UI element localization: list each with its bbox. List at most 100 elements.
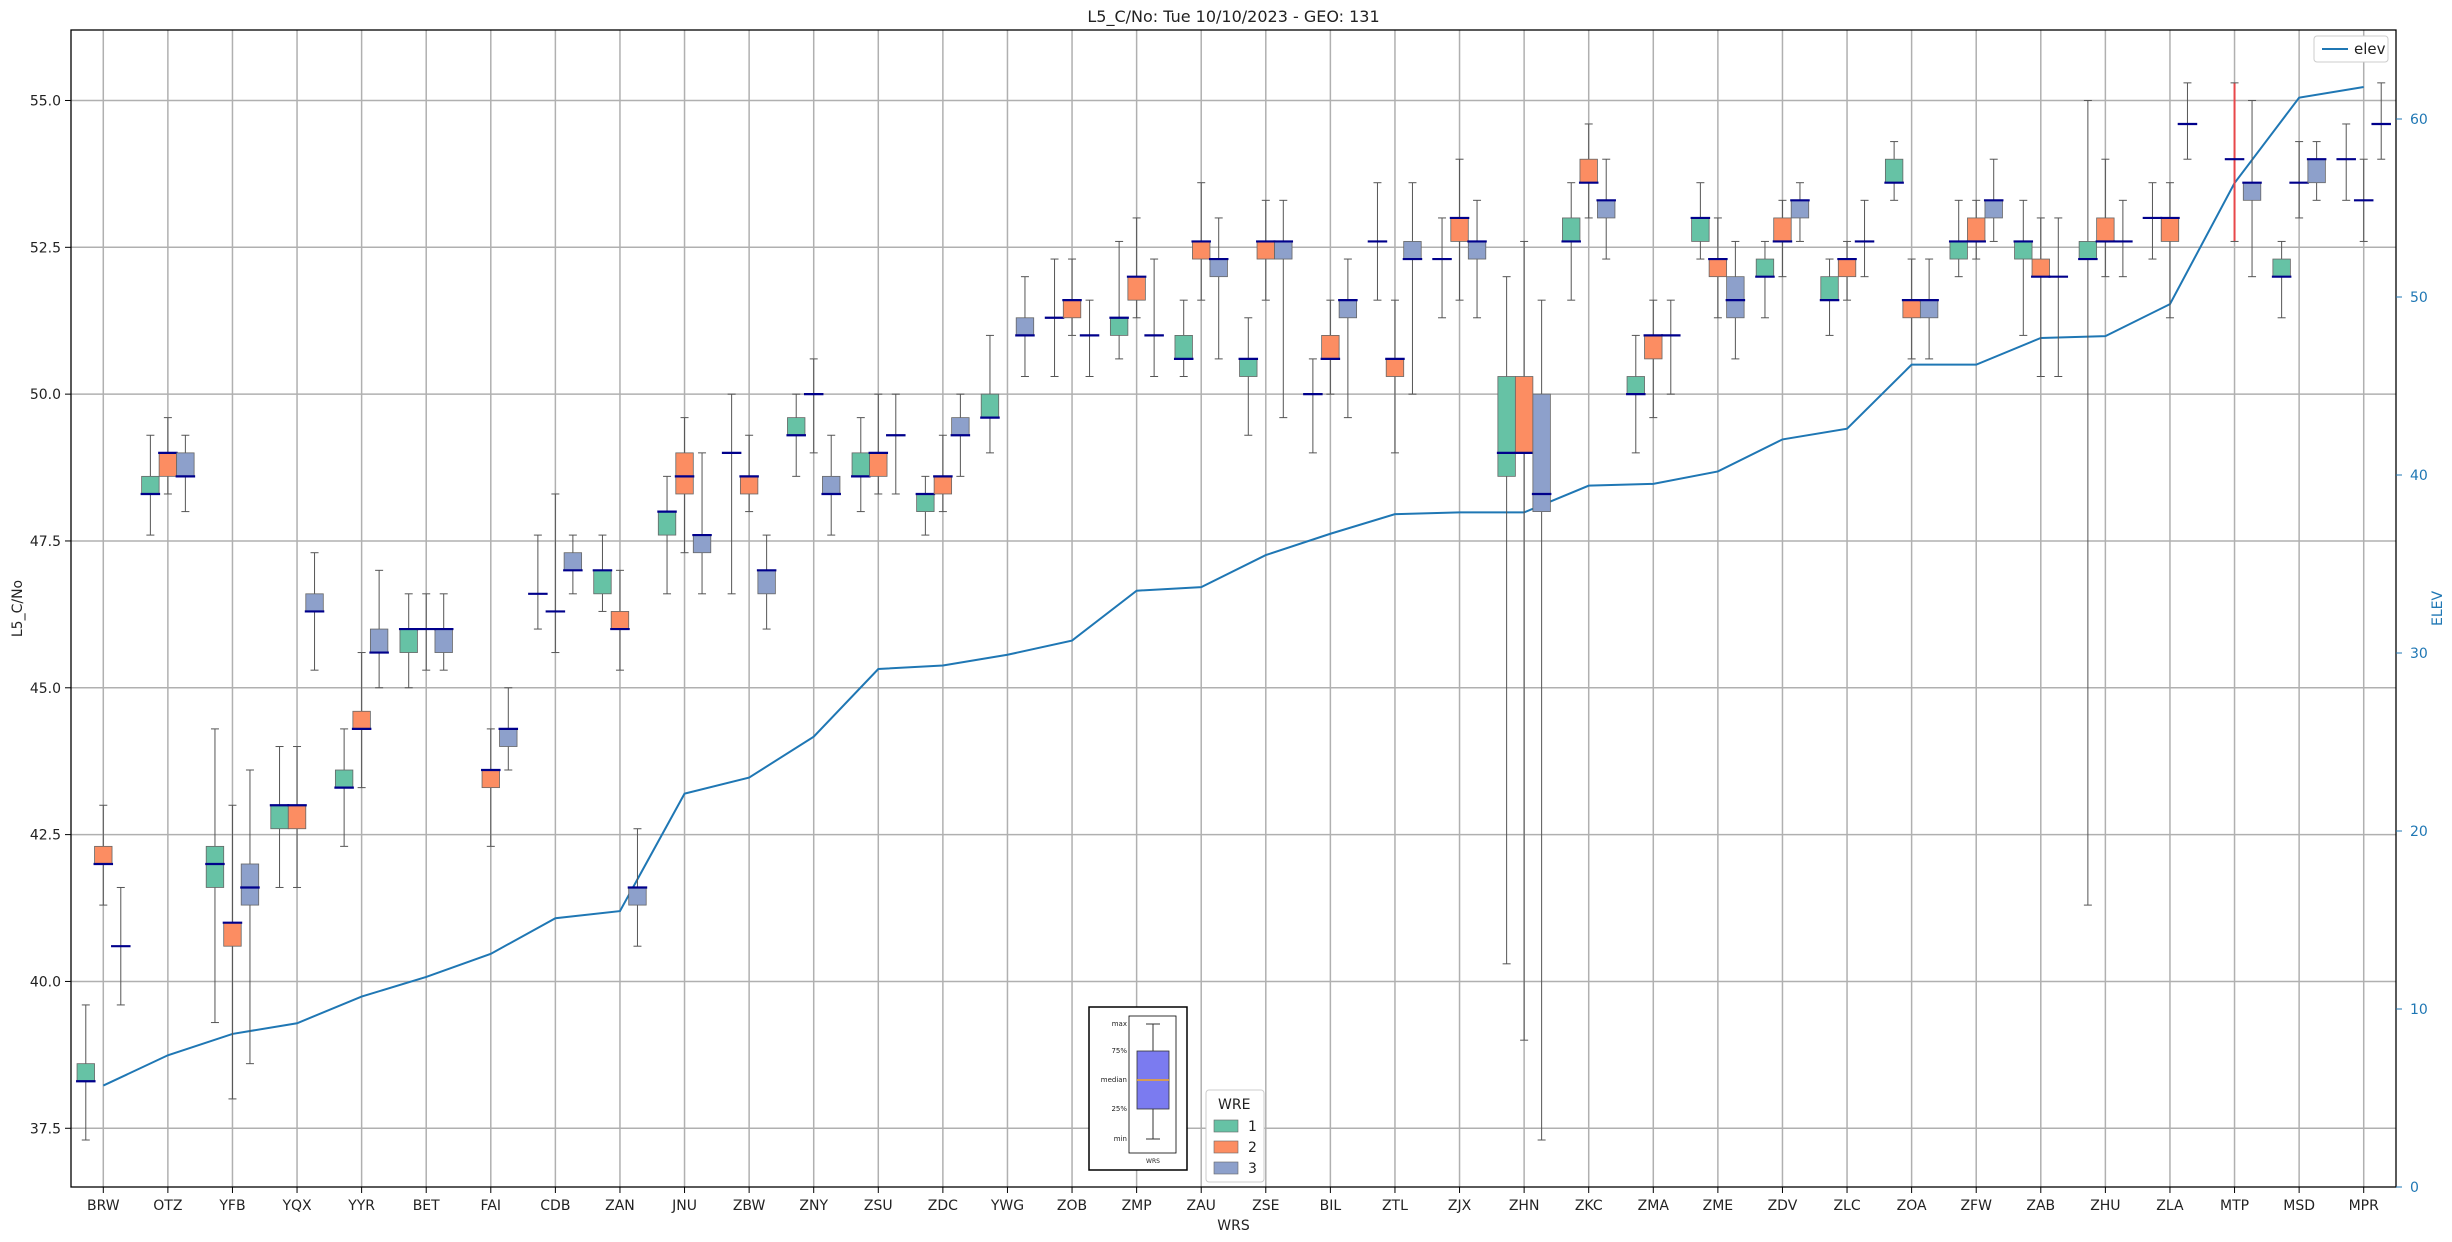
box-jnu-wre3 (692, 452, 712, 595)
y2-tick-label: 60 (2410, 112, 2428, 128)
grid-lines (71, 30, 2396, 1187)
box-iqr (1109, 317, 1129, 336)
legend-wre-swatch (1213, 1140, 1239, 1154)
x-tick-label: ZKC (1575, 1198, 1603, 1214)
box-zkc-wre2 (1578, 123, 1599, 219)
box-iqr (951, 417, 970, 436)
box-iqr (1239, 358, 1258, 377)
box-iqr (822, 475, 841, 495)
box-jnu-wre2 (674, 417, 695, 554)
box-zjx-wre1 (1432, 217, 1452, 319)
y2-tick-label: 40 (2410, 468, 2428, 484)
box-zme-wre3 (1725, 240, 1746, 360)
box-zmp-wre1 (1109, 240, 1129, 360)
inset-boxplot-key: max 75% median 25% min WRS (1088, 1006, 1188, 1171)
box-zdv-wre3 (1790, 182, 1810, 242)
box-iqr (1708, 258, 1728, 278)
x-tick-label: ZLA (2156, 1198, 2184, 1214)
box-brw-wre3 (111, 886, 131, 1006)
x-tick-label: ZSE (1252, 1198, 1279, 1214)
box-ywg-wre1 (980, 334, 1000, 454)
box-iqr (2031, 258, 2050, 278)
box-iqr (305, 593, 324, 612)
box-zab-wre3 (2048, 217, 2069, 378)
box-ywg-wre3 (1015, 276, 1035, 378)
box-yyr-wre2 (351, 652, 372, 789)
box-brw-wre2 (93, 804, 114, 906)
x-tick-label: ZFW (1960, 1198, 1992, 1214)
x-tick-label: ZDC (928, 1198, 958, 1214)
box-iqr (369, 628, 389, 653)
box-iqr (141, 475, 160, 495)
box-iqr (94, 845, 113, 865)
box-iqr (563, 552, 583, 571)
x-tick-label: ZAU (1186, 1198, 1215, 1214)
x-tick-label: ZHU (2090, 1198, 2120, 1214)
box-mtp-wre3 (2242, 99, 2262, 278)
box-iqr (657, 511, 677, 536)
box-iqr (240, 863, 260, 906)
box-otz-wre3 (175, 434, 196, 513)
x-tick-label: YFB (218, 1198, 245, 1214)
box-otz-wre1 (140, 434, 161, 536)
box-iqr (1450, 217, 1469, 242)
box-iqr (1467, 241, 1487, 260)
x-tick-label: BRW (87, 1198, 120, 1214)
box-bil-wre2 (1320, 299, 1341, 395)
box-iqr (2307, 158, 2326, 184)
box-iqr (675, 452, 694, 495)
box-iqr (481, 769, 500, 789)
box-iqr (76, 1063, 95, 1082)
box-iqr (1597, 199, 1616, 219)
box-zdc-wre3 (950, 393, 971, 477)
box-iqr (176, 452, 195, 477)
x-tick-label: ZLC (1833, 1198, 1860, 1214)
box-zla-wre2 (2160, 182, 2180, 319)
box-iqr (158, 452, 178, 477)
inset-key-label: max (1112, 1020, 1127, 1028)
box-iqr (287, 804, 307, 830)
x-tick-label: MPR (2349, 1198, 2380, 1214)
x-tick-label: ZSU (864, 1198, 893, 1214)
box-iqr (2242, 182, 2262, 201)
x-tick-label: ZAN (605, 1198, 635, 1214)
box-yyr-wre1 (334, 728, 354, 847)
x-tick-label: OTZ (153, 1198, 182, 1214)
y-tick-label: 47.5 (30, 534, 61, 550)
y2-tick-label: 10 (2410, 1002, 2428, 1018)
x-tick-label: ZME (1703, 1198, 1734, 1214)
box-iqr (2014, 241, 2033, 260)
plot-frame (70, 29, 2397, 1188)
elev-series (102, 85, 2364, 1087)
inset-key-label: 25% (1111, 1105, 1127, 1113)
legend-elev-frame (2313, 35, 2389, 63)
box-iqr (628, 887, 647, 906)
box-iqr (499, 728, 518, 747)
box-yqx-wre3 (304, 552, 325, 671)
box-iqr (205, 845, 225, 888)
y2-axis-label: ELEV (2430, 591, 2446, 626)
box-zma-wre1 (1626, 334, 1646, 454)
box-iqr (399, 628, 418, 653)
x-tick-label: ZAB (2026, 1198, 2055, 1214)
x-tick-label: ZBW (733, 1198, 766, 1214)
box-iqr (352, 710, 371, 730)
box-zma-wre3 (1661, 299, 1681, 395)
box-bet-wre3 (433, 593, 454, 671)
y-tick-label: 40.0 (30, 974, 61, 990)
box-zse-wre3 (1273, 199, 1294, 419)
box-zsu-wre1 (851, 417, 871, 513)
box-iqr (1902, 299, 1921, 319)
x-tick-label: FAI (481, 1198, 501, 1214)
box-iqr (1497, 376, 1516, 477)
box-zme-wre2 (1708, 217, 1728, 319)
legend-wre-label: 3 (1248, 1161, 1257, 1177)
y-tick-label: 52.5 (30, 240, 61, 256)
box-iqr (334, 769, 354, 789)
box-iqr (223, 922, 242, 947)
inset-axes (1128, 1015, 1177, 1154)
box-iqr (851, 452, 870, 477)
box-zan-wre1 (592, 534, 613, 612)
